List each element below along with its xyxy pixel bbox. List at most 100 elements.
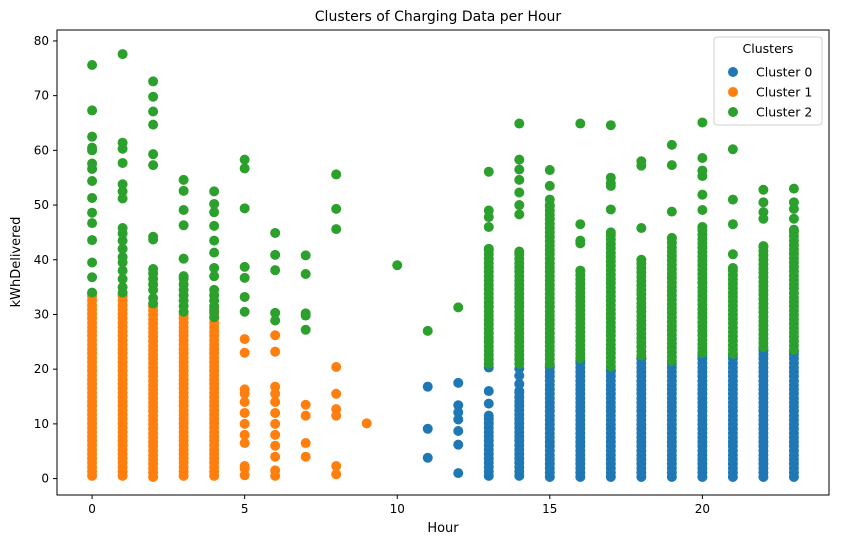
- x-tick-label: 10: [390, 502, 405, 516]
- data-point: [514, 187, 525, 198]
- data-point: [239, 261, 250, 272]
- data-point: [239, 306, 250, 317]
- data-point: [270, 451, 281, 462]
- data-point: [239, 438, 250, 449]
- data-point: [239, 154, 250, 165]
- data-point: [788, 197, 799, 208]
- legend-title: Clusters: [743, 41, 794, 56]
- chart-title: Clusters of Charging Data per Hour: [315, 9, 562, 25]
- data-point: [87, 158, 98, 169]
- y-tick-label: 10: [34, 417, 49, 431]
- x-tick-label: 20: [695, 502, 710, 516]
- data-point: [239, 429, 250, 440]
- x-tick-label: 0: [88, 502, 96, 516]
- data-point: [514, 164, 525, 175]
- data-point: [758, 184, 769, 195]
- data-point: [178, 220, 189, 231]
- y-tick-label: 50: [34, 198, 49, 212]
- data-point: [209, 207, 220, 218]
- data-point: [239, 291, 250, 302]
- data-point: [758, 207, 769, 218]
- data-point: [239, 272, 250, 283]
- data-point: [575, 219, 586, 230]
- data-point: [453, 377, 464, 388]
- y-tick-label: 40: [34, 253, 49, 267]
- data-point: [239, 347, 250, 358]
- data-point: [239, 384, 250, 395]
- data-point: [666, 139, 677, 150]
- legend-marker: [728, 67, 738, 77]
- plot-frame: [56, 29, 830, 496]
- data-point: [117, 137, 128, 148]
- data-point: [300, 451, 311, 462]
- data-point: [209, 284, 220, 295]
- data-point: [239, 407, 250, 418]
- x-axis-label: Hour: [427, 521, 459, 536]
- data-point: [87, 175, 98, 186]
- data-point: [87, 257, 98, 268]
- data-point: [148, 160, 159, 171]
- y-tick-label: 70: [34, 89, 49, 103]
- data-point: [300, 399, 311, 410]
- data-point: [453, 439, 464, 450]
- data-point: [148, 149, 159, 160]
- data-point: [605, 120, 616, 131]
- data-point: [148, 76, 159, 87]
- data-point: [178, 185, 189, 196]
- data-point: [300, 250, 311, 261]
- legend-marker: [728, 87, 738, 97]
- legend-box: [713, 36, 823, 126]
- data-point: [270, 307, 281, 318]
- x-tick-label: 5: [241, 502, 249, 516]
- data-point: [270, 407, 281, 418]
- data-point: [331, 169, 342, 180]
- data-point: [422, 325, 433, 336]
- data-point: [514, 378, 525, 389]
- data-point: [575, 235, 586, 246]
- data-point: [422, 452, 433, 463]
- data-point: [178, 253, 189, 264]
- data-point: [209, 186, 220, 197]
- data-point: [87, 131, 98, 142]
- series-0: [422, 345, 799, 482]
- data-point: [270, 388, 281, 399]
- data-point: [148, 231, 159, 242]
- data-point: [87, 192, 98, 203]
- data-point: [453, 407, 464, 418]
- data-point: [87, 105, 98, 116]
- data-point: [300, 438, 311, 449]
- data-point: [758, 241, 769, 252]
- data-point: [117, 252, 128, 263]
- data-point: [270, 381, 281, 392]
- data-point: [331, 203, 342, 214]
- data-point: [605, 172, 616, 183]
- data-point: [270, 440, 281, 451]
- data-point: [270, 418, 281, 429]
- data-point: [270, 265, 281, 276]
- data-point: [453, 302, 464, 313]
- data-point: [453, 414, 464, 425]
- data-point: [209, 198, 220, 209]
- data-point: [239, 418, 250, 429]
- data-point: [87, 60, 98, 71]
- data-point: [209, 220, 220, 231]
- data-point: [331, 361, 342, 372]
- data-point: [514, 209, 525, 220]
- data-point: [483, 410, 494, 421]
- data-point: [544, 180, 555, 191]
- data-point: [117, 235, 128, 246]
- data-point: [697, 117, 708, 128]
- data-point: [209, 235, 220, 246]
- data-point: [636, 156, 647, 167]
- y-axis: 0 10 20 30 40 50 60 70 80: [34, 34, 57, 486]
- legend-entry-label: Cluster 0: [756, 65, 812, 80]
- data-point: [697, 189, 708, 200]
- data-point: [636, 254, 647, 265]
- data-point: [117, 157, 128, 168]
- y-tick-label: 80: [34, 34, 49, 48]
- data-point: [331, 469, 342, 480]
- data-point: [239, 334, 250, 345]
- data-point: [178, 204, 189, 215]
- data-point: [453, 425, 464, 436]
- data-point: [666, 160, 677, 171]
